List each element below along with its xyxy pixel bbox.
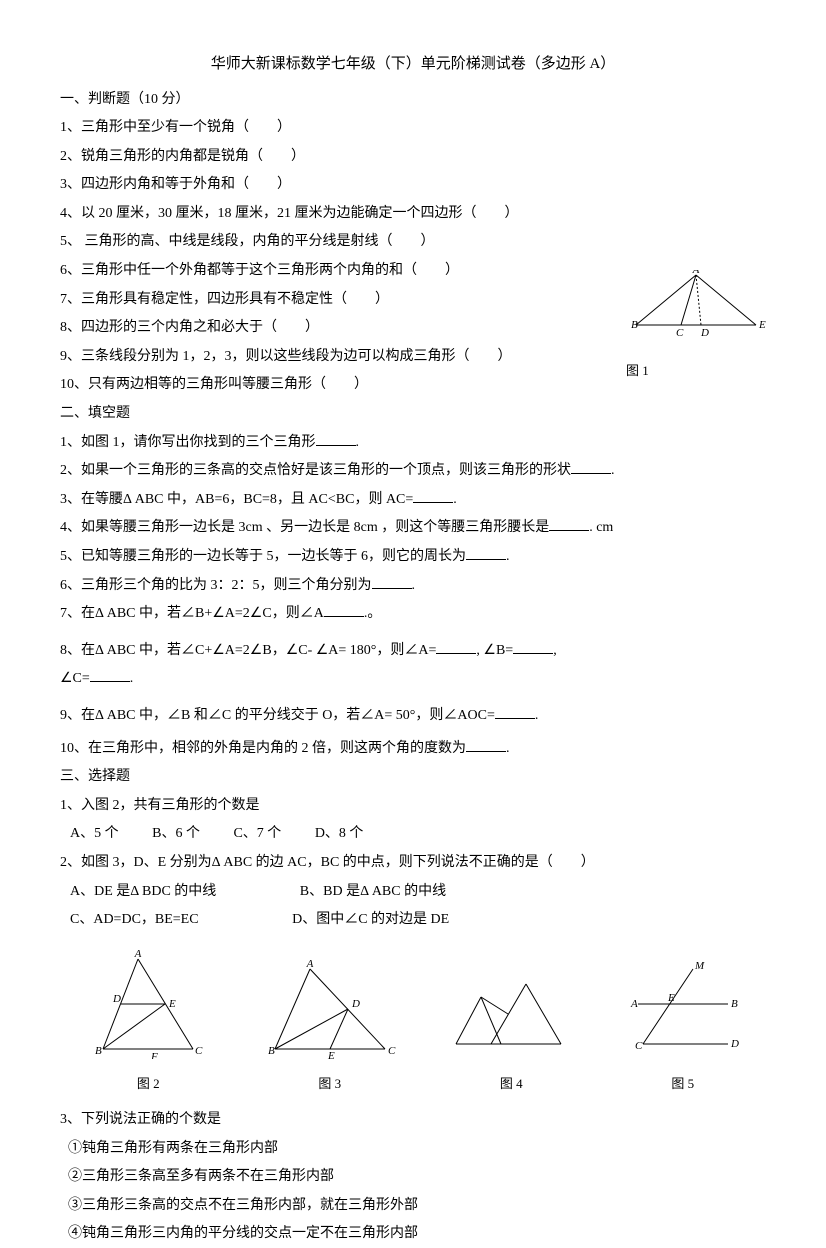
s2-q7-text: 7、在Δ ABC 中，若∠B+∠A=2∠C，则∠A <box>60 606 324 621</box>
s3-q2-options-2: C、AD=DC，BE=EC D、图中∠C 的对边是 DE <box>70 907 766 934</box>
section-1-header: 一、判断题（10 分） <box>60 87 766 114</box>
s2-q7: 7、在Δ ABC 中，若∠B+∠A=2∠C，则∠A .。 <box>60 601 766 628</box>
figure-3: A D B E C 图 3 <box>260 959 400 1097</box>
s2-q1: 1、如图 1，请你写出你找到的三个三角形. <box>60 430 766 457</box>
svg-text:A: A <box>305 959 313 970</box>
svg-text:C: C <box>388 1045 396 1057</box>
s2-q10-end: . <box>506 741 510 756</box>
s2-q8: 8、在Δ ABC 中，若∠C+∠A=2∠B，∠C- ∠A= 180°，则∠A=,… <box>60 638 766 665</box>
section-2: 二、填空题 1、如图 1，请你写出你找到的三个三角形. 2、如果一个三角形的三条… <box>60 401 766 762</box>
s2-q5-end: . <box>506 549 510 564</box>
s2-q4-end: . cm <box>589 520 613 535</box>
s2-q6-text: 6、三角形三个角的比为 3：2：5，则三个角分别为 <box>60 578 372 593</box>
s2-q10-text: 10、在三角形中，相邻的外角是内角的 2 倍，则这两个角的度数为 <box>60 741 466 756</box>
figure-1: A B C D E 图 1 <box>626 270 766 383</box>
s2-q8-text3: , <box>553 643 557 658</box>
s3-q1-options: A、5 个 B、6 个 C、7 个 D、8 个 <box>70 821 766 848</box>
section-3-cont: 3、下列说法正确的个数是 ①钝角三角形有两条在三角形内部 ②三角形三条高至多有两… <box>60 1107 766 1248</box>
s2-q9-end: . <box>535 708 539 723</box>
s2-q2-end: . <box>611 463 615 478</box>
s2-q10: 10、在三角形中，相邻的外角是内角的 2 倍，则这两个角的度数为. <box>60 736 766 763</box>
section-2-header: 二、填空题 <box>60 401 766 428</box>
svg-text:A: A <box>692 270 700 276</box>
svg-text:B: B <box>731 998 738 1010</box>
svg-text:D: D <box>112 993 121 1005</box>
s2-q8-text2: , ∠B= <box>476 643 513 658</box>
svg-text:M: M <box>694 960 705 972</box>
section-3-header: 三、选择题 <box>60 764 766 791</box>
s2-q1-text: 1、如图 1，请你写出你找到的三个三角形 <box>60 435 316 450</box>
svg-text:D: D <box>700 327 709 339</box>
s3-q3-3: ③三角形三条高的交点不在三角形内部，就在三角形外部 <box>68 1193 766 1220</box>
s2-q1-end: . <box>356 435 360 450</box>
s3-q1-opt-a: A、5 个 <box>70 826 119 841</box>
section-3: 三、选择题 1、入图 2，共有三角形的个数是 A、5 个 B、6 个 C、7 个… <box>60 764 766 934</box>
s2-q2-text: 2、如果一个三角形的三条高的交点恰好是该三角形的一个顶点，则该三角形的形状 <box>60 463 571 478</box>
svg-text:E: E <box>667 992 675 1004</box>
s2-q2: 2、如果一个三角形的三条高的交点恰好是该三角形的一个顶点，则该三角形的形状. <box>60 458 766 485</box>
s1-q4: 4、以 20 厘米，30 厘米，18 厘米，21 厘米为边能确定一个四边形（ ） <box>60 201 766 228</box>
figures-row: A D E B F C 图 2 A D B E C 图 3 <box>60 949 766 1097</box>
s3-q2-options-1: A、DE 是Δ BDC 的中线 B、BD 是Δ ABC 的中线 <box>70 879 766 906</box>
s2-q3: 3、在等腰Δ ABC 中，AB=6，BC=8，且 AC<BC，则 AC=. <box>60 487 766 514</box>
svg-text:A: A <box>134 949 142 960</box>
s1-q1: 1、三角形中至少有一个锐角（ ） <box>60 115 766 142</box>
s3-q2: 2、如图 3，D、E 分别为Δ ABC 的边 AC，BC 的中点，则下列说法不正… <box>60 850 766 877</box>
s2-q8-end: . <box>130 671 134 686</box>
s3-q3-4: ④钝角三角形三内角的平分线的交点一定不在三角形内部 <box>68 1221 766 1248</box>
figure-5-label: 图 5 <box>623 1072 743 1097</box>
s2-q3-text: 3、在等腰Δ ABC 中，AB=6，BC=8，且 AC<BC，则 AC= <box>60 492 413 507</box>
s2-q3-end: . <box>453 492 457 507</box>
svg-text:E: E <box>168 998 176 1010</box>
s2-q4-text: 4、如果等腰三角形一边长是 3cm 、另一边长是 8cm ，则这个等腰三角形腰长… <box>60 520 549 535</box>
s3-q1-opt-b: B、6 个 <box>152 826 200 841</box>
figure-1-label: 图 1 <box>626 359 766 384</box>
figure-4-label: 图 4 <box>446 1072 576 1097</box>
s2-q6: 6、三角形三个角的比为 3：2：5，则三个角分别为. <box>60 573 766 600</box>
s3-q3-1: ①钝角三角形有两条在三角形内部 <box>68 1136 766 1163</box>
s2-q4: 4、如果等腰三角形一边长是 3cm 、另一边长是 8cm ，则这个等腰三角形腰长… <box>60 515 766 542</box>
svg-text:E: E <box>327 1050 335 1059</box>
s3-q2-opt-d: D、图中∠C 的对边是 DE <box>292 912 449 927</box>
s3-q2-opt-b: B、BD 是Δ ABC 的中线 <box>300 884 446 899</box>
s3-q1-opt-c: C、7 个 <box>233 826 281 841</box>
s1-q3: 3、四边形内角和等于外角和（ ） <box>60 172 766 199</box>
s3-q2-opt-a: A、DE 是Δ BDC 的中线 <box>70 884 216 899</box>
s1-q5: 5、 三角形的高、中线是线段，内角的平分线是射线（ ） <box>60 229 766 256</box>
s1-q2: 2、锐角三角形的内角都是锐角（ ） <box>60 144 766 171</box>
s2-q7-end: .。 <box>364 606 382 621</box>
document-title: 华师大新课标数学七年级（下）单元阶梯测试卷（多边形 A） <box>60 50 766 79</box>
svg-text:C: C <box>635 1040 643 1052</box>
svg-text:D: D <box>730 1038 739 1050</box>
svg-text:C: C <box>195 1045 203 1057</box>
s2-q5: 5、已知等腰三角形的一边长等于 5，一边长等于 6，则它的周长为. <box>60 544 766 571</box>
s3-q1-opt-d: D、8 个 <box>315 826 364 841</box>
s2-q5-text: 5、已知等腰三角形的一边长等于 5，一边长等于 6，则它的周长为 <box>60 549 466 564</box>
svg-text:C: C <box>676 327 684 339</box>
s3-q2-opt-c: C、AD=DC，BE=EC <box>70 912 199 927</box>
svg-text:E: E <box>758 319 766 331</box>
svg-text:B: B <box>268 1045 275 1057</box>
figure-4: 图 4 <box>446 969 576 1097</box>
s2-q8-text4: ∠C= <box>60 671 90 686</box>
figure-2-label: 图 2 <box>83 1072 213 1097</box>
svg-text:B: B <box>95 1045 102 1057</box>
svg-text:F: F <box>150 1051 158 1059</box>
svg-text:D: D <box>351 998 360 1010</box>
s3-q1: 1、入图 2，共有三角形的个数是 <box>60 793 766 820</box>
figure-2: A D E B F C 图 2 <box>83 949 213 1097</box>
s2-q9-text: 9、在Δ ABC 中，∠B 和∠C 的平分线交于 O，若∠A= 50°，则∠AO… <box>60 708 495 723</box>
s3-q3-2: ②三角形三条高至多有两条不在三角形内部 <box>68 1164 766 1191</box>
figure-5: M A B E C D 图 5 <box>623 959 743 1097</box>
svg-text:B: B <box>631 319 638 331</box>
figure-3-label: 图 3 <box>260 1072 400 1097</box>
s2-q8-text1: 8、在Δ ABC 中，若∠C+∠A=2∠B，∠C- ∠A= 180°，则∠A= <box>60 643 436 658</box>
s2-q6-end: . <box>412 578 416 593</box>
s3-q3: 3、下列说法正确的个数是 <box>60 1107 766 1134</box>
s2-q9: 9、在Δ ABC 中，∠B 和∠C 的平分线交于 O，若∠A= 50°，则∠AO… <box>60 703 766 730</box>
svg-text:A: A <box>630 998 638 1010</box>
s2-q8-cont: ∠C=. <box>60 666 766 693</box>
